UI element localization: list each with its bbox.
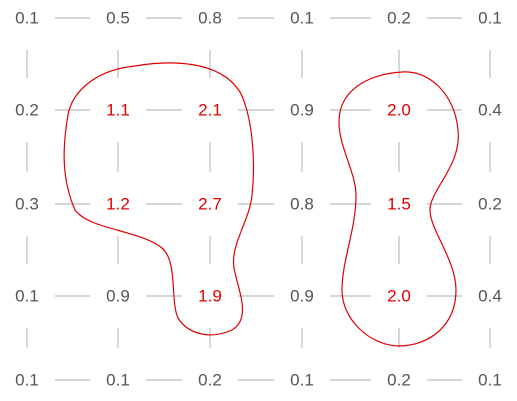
- cell-value: 0.8: [198, 9, 222, 28]
- cell-value: 0.1: [15, 371, 39, 390]
- cell-value: 0.8: [290, 195, 314, 214]
- cell-value: 2.0: [387, 101, 411, 120]
- cell-value: 0.4: [478, 101, 502, 120]
- cell-value: 1.5: [387, 195, 411, 214]
- cell-value: 0.2: [387, 9, 411, 28]
- cell-value: 1.9: [198, 287, 222, 306]
- cell-value: 0.3: [15, 195, 39, 214]
- left-region-outline: [63, 62, 255, 336]
- cell-value: 0.1: [290, 371, 314, 390]
- cell-value: 2.0: [387, 287, 411, 306]
- cell-value: 0.1: [15, 9, 39, 28]
- cell-value: 0.1: [15, 287, 39, 306]
- cell-value: 1.2: [106, 195, 130, 214]
- right-region-outline: [338, 71, 459, 347]
- cell-value: 0.5: [106, 9, 130, 28]
- cell-value: 0.1: [290, 9, 314, 28]
- cell-value: 0.2: [198, 371, 222, 390]
- cell-value: 2.7: [198, 195, 222, 214]
- cell-value: 0.9: [290, 101, 314, 120]
- cell-value: 0.9: [106, 287, 130, 306]
- cell-value: 2.1: [198, 101, 222, 120]
- cell-value: 0.4: [478, 287, 502, 306]
- cell-labels: 0.1 0.5 0.8 0.1 0.2 0.1 0.2 1.1 2.1 0.9 2.0 0.4 0.3 1…: [15, 9, 502, 390]
- cell-value: 0.9: [290, 287, 314, 306]
- cell-value: 0.1: [106, 371, 130, 390]
- cell-value: 0.1: [478, 371, 502, 390]
- grid-lines: [26, 17, 491, 381]
- cell-value: 0.2: [387, 371, 411, 390]
- cell-value: 0.1: [478, 9, 502, 28]
- cell-value: 0.2: [15, 101, 39, 120]
- cell-value: 0.2: [478, 195, 502, 214]
- cell-value: 1.1: [106, 101, 130, 120]
